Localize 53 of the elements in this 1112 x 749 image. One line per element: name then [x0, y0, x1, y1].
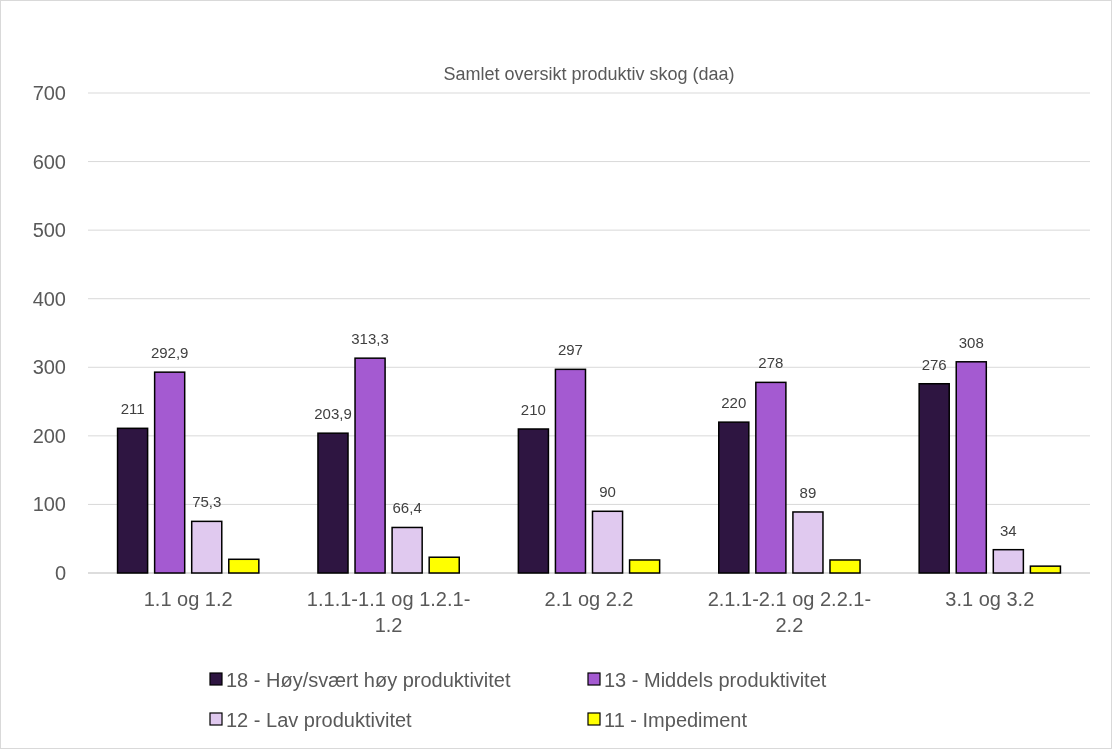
x-tick-label: 2.1.1-2.1 og 2.2.1-2.2 [707, 588, 872, 636]
bar [1029, 565, 1062, 574]
y-tick-label: 600 [32, 150, 66, 173]
x-tick-label: 1.1.1-1.1 og 1.2.1-1.2 [306, 588, 471, 636]
data-label: 34 [999, 521, 1017, 539]
y-tick-label: 400 [32, 287, 66, 310]
x-tick-label: 3.1 og 3.2 [945, 588, 1035, 610]
legend-label: 13 - Middels produktivitet [604, 669, 827, 691]
y-tick-label: 100 [32, 493, 66, 516]
data-label: 292,9 [150, 344, 189, 362]
data-label: 220 [721, 394, 747, 412]
bar [955, 361, 988, 574]
bar [918, 382, 950, 574]
y-tick-label: 300 [32, 356, 66, 379]
bar [517, 428, 550, 574]
y-tick-label: 200 [32, 424, 66, 447]
bar [190, 520, 223, 574]
y-tick-label: 700 [32, 82, 66, 104]
bar [428, 556, 460, 574]
data-label: 66,4 [392, 499, 422, 517]
data-label: 276 [921, 355, 947, 373]
data-label: 278 [758, 354, 784, 372]
data-label: 308 [958, 333, 984, 351]
bar [628, 559, 661, 574]
bar [591, 510, 624, 574]
bar [755, 381, 787, 574]
data-label: 90 [599, 483, 616, 501]
bar [391, 526, 423, 574]
legend-label: 18 - Høy/svært høy produktivitet [226, 669, 511, 691]
bar [228, 558, 260, 574]
bar [354, 357, 386, 574]
y-tick-label: 0 [54, 562, 66, 584]
bar [554, 368, 587, 574]
legend-label: 12 - Lav produktivitet [226, 709, 413, 731]
data-label: 210 [520, 401, 546, 418]
bar [317, 432, 349, 574]
data-label: 297 [557, 341, 583, 359]
bar [153, 371, 186, 574]
legend-label: 11 - Impediment [604, 709, 748, 731]
data-label: 75,3 [192, 493, 222, 511]
data-label: 313,3 [351, 330, 389, 348]
chart-title: Samlet oversikt produktiv skog (daa) [443, 64, 735, 84]
y-tick-label: 500 [32, 219, 66, 242]
x-tick-label: 1.1 og 1.2 [143, 588, 233, 610]
data-label: 211 [120, 400, 145, 418]
x-tick-label: 2.1 og 2.2 [544, 588, 634, 610]
bar [992, 548, 1025, 574]
data-label: 203,9 [314, 405, 352, 423]
data-label: 89 [799, 483, 817, 501]
bar [792, 511, 824, 574]
bar [718, 421, 750, 574]
bar [829, 559, 861, 574]
bar [116, 427, 149, 574]
